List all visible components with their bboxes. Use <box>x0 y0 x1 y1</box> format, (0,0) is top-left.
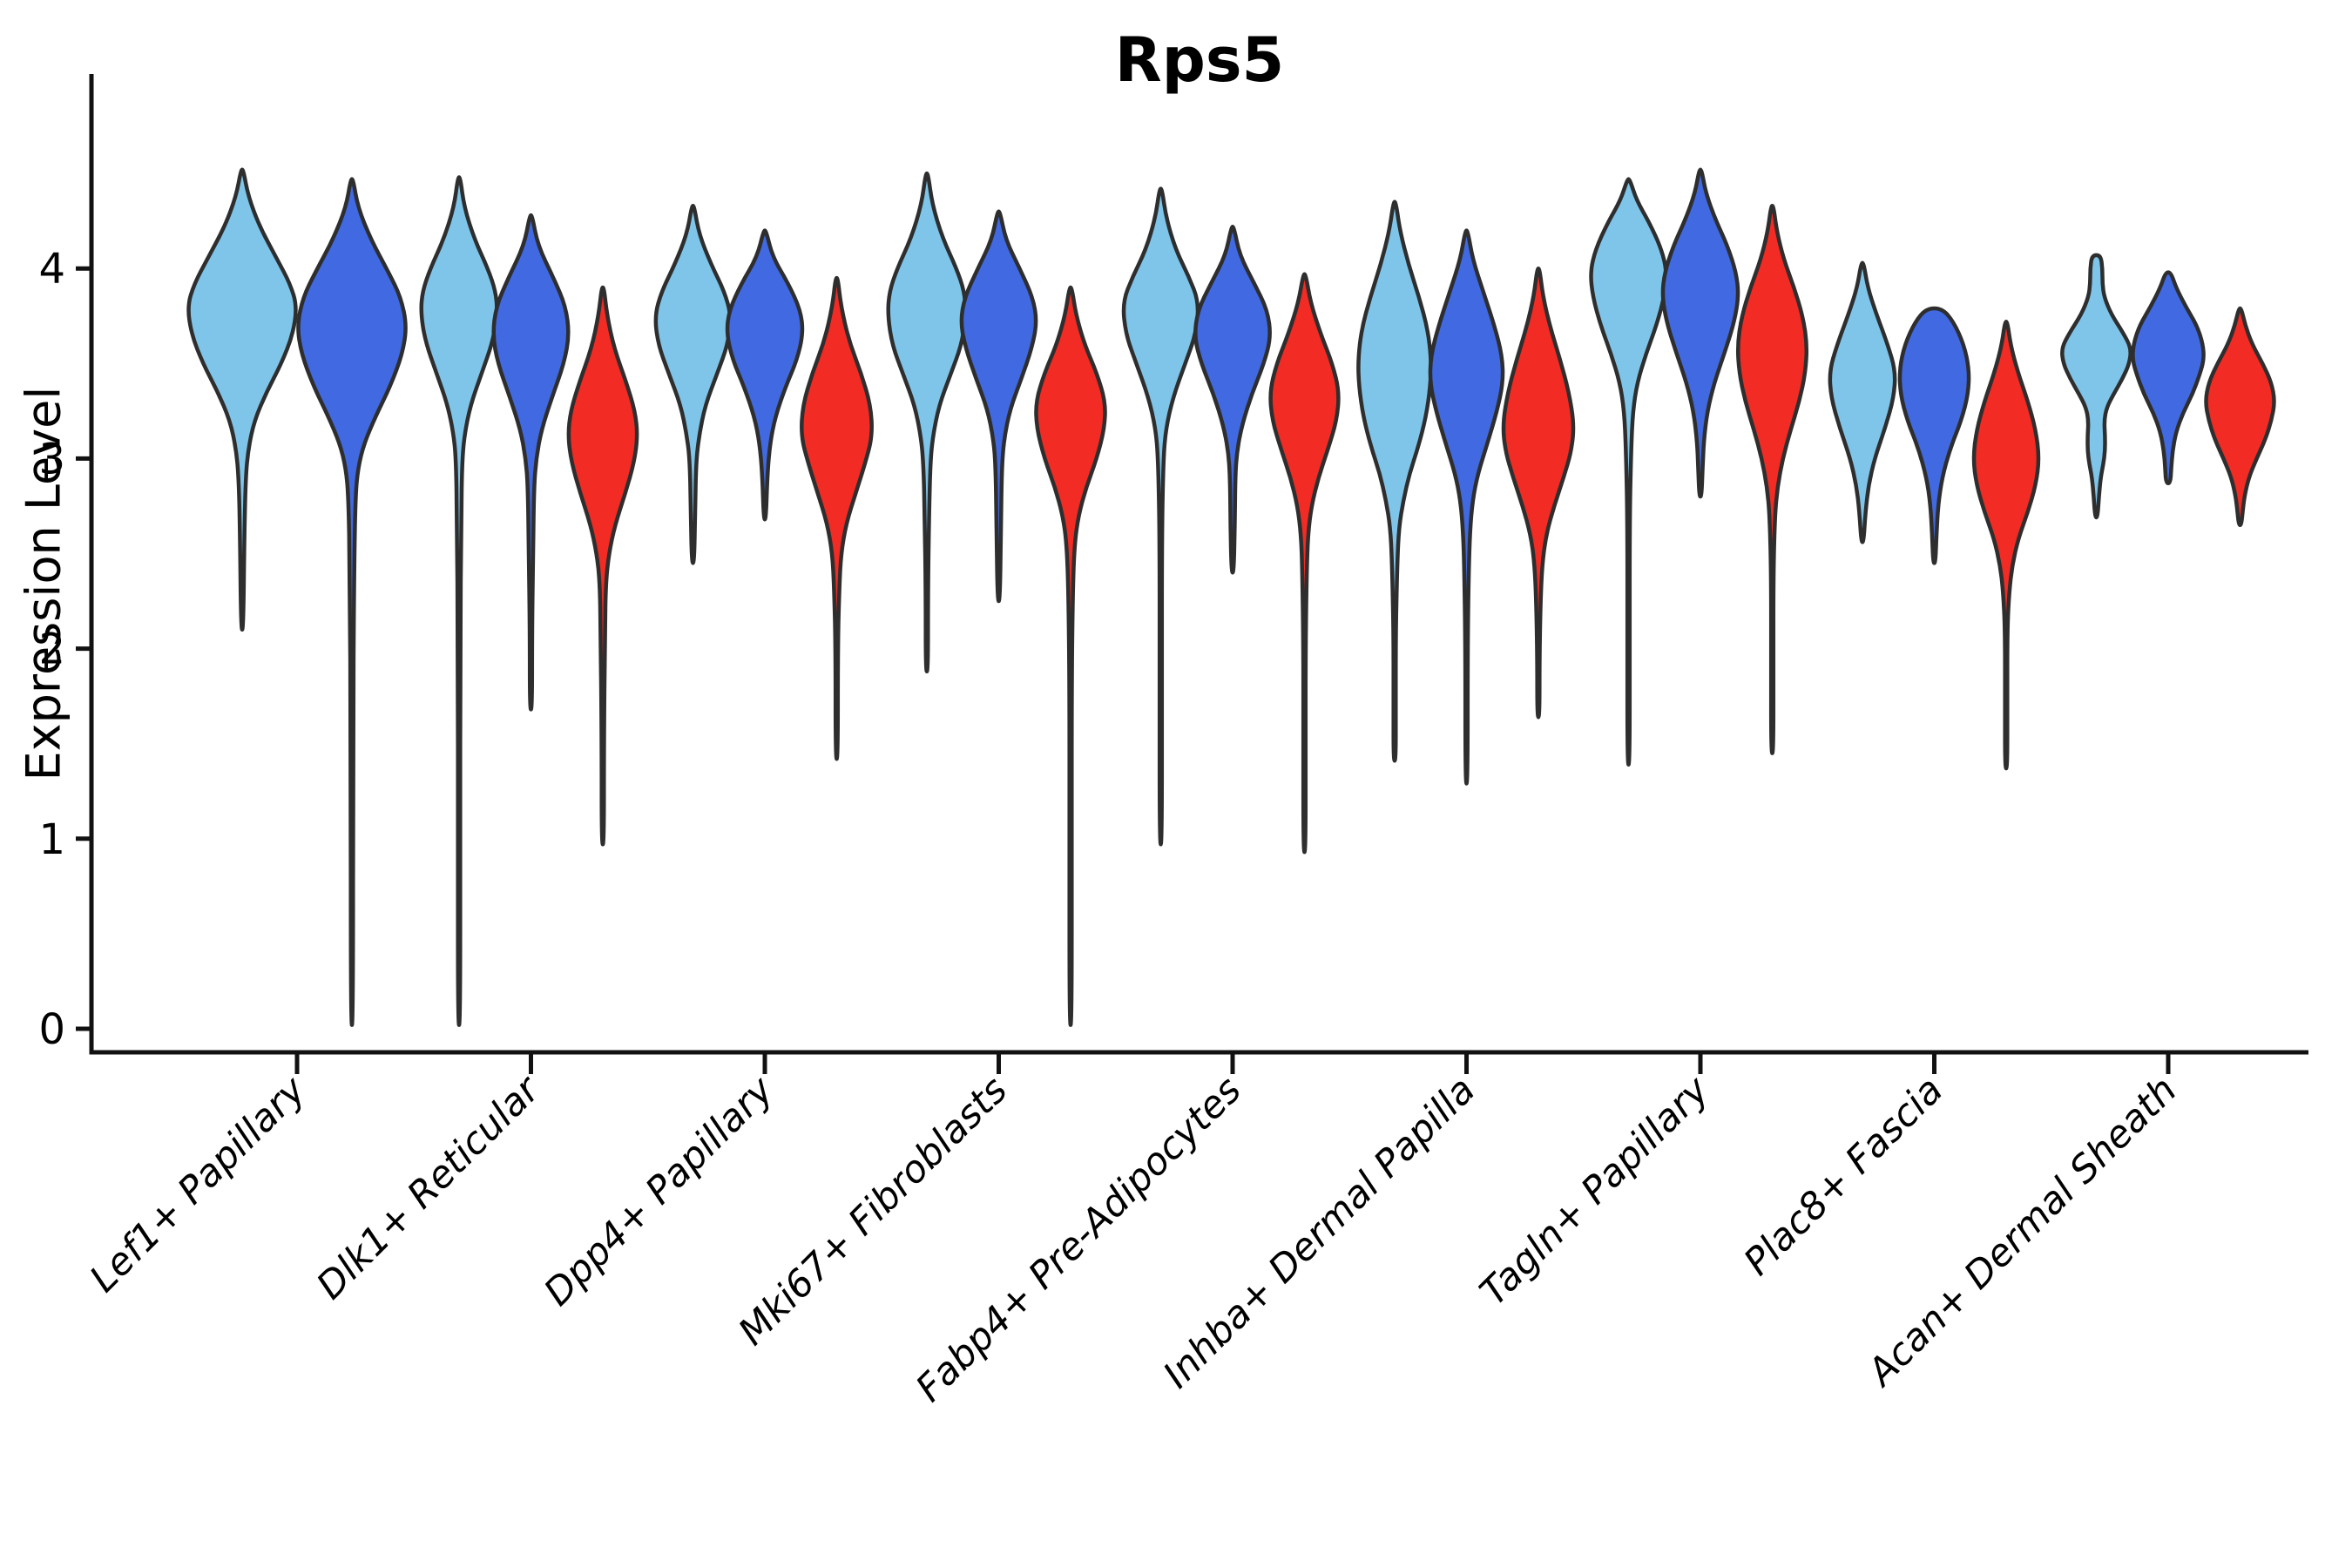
y-tick-label-0: 0 <box>38 1005 65 1054</box>
violin-acan-dermal-sheath-skyblue <box>2060 253 2132 520</box>
violin-dpp4-papillary-red <box>800 275 874 761</box>
violin-inhba-dermal-papilla-royalblue <box>1428 228 1505 786</box>
violin-acan-dermal-sheath-red <box>2204 306 2276 528</box>
x-tick-label-lef1-papillary: Lef1+ Papillary <box>82 1068 314 1301</box>
x-tick-label-mki67-fibroblasts: Mki67+ Fibroblasts <box>730 1068 1016 1354</box>
violin-tagln-papillary-royalblue <box>1660 167 1740 499</box>
x-tick-label-plac8-fascia: Plac8+ Fascia <box>1736 1068 1952 1284</box>
violin-plac8-fascia-royalblue <box>1897 306 1971 565</box>
violin-plac8-fascia-red <box>1971 320 2041 771</box>
y-tick-label-4: 4 <box>38 245 65 294</box>
x-tick-label-dlk1-reticular: Dlk1+ Reticular <box>308 1067 550 1308</box>
violin-dpp4-papillary-skyblue <box>653 203 733 565</box>
violin-lef1-papillary-skyblue <box>186 167 298 632</box>
violin-mki67-fibroblasts-red <box>1034 285 1107 1027</box>
violin-tagln-papillary-skyblue <box>1589 177 1668 767</box>
violin-acan-dermal-sheath-royalblue <box>2131 270 2206 486</box>
y-tick-label-3: 3 <box>38 435 65 483</box>
chart-title: Rps5 <box>1114 24 1285 96</box>
violin-dlk1-reticular-red <box>566 285 639 847</box>
violin-dlk1-reticular-royalblue <box>491 213 571 712</box>
y-tick-label-1: 1 <box>38 815 65 864</box>
violin-mki67-fibroblasts-skyblue <box>886 171 968 674</box>
violin-inhba-dermal-papilla-skyblue <box>1356 199 1433 763</box>
violin-fabp4-pre-adipocytes-red <box>1268 272 1341 855</box>
x-tick-label-tagln-papillary: Tagln+ Papillary <box>1472 1068 1719 1315</box>
violin-plac8-fascia-skyblue <box>1828 260 1897 544</box>
violin-inhba-dermal-papilla-red <box>1501 266 1576 720</box>
violin-tagln-papillary-red <box>1735 203 1809 755</box>
violin-fabp4-pre-adipocytes-skyblue <box>1121 186 1200 847</box>
violin-lef1-papillary-royalblue <box>296 177 408 1027</box>
violin-dpp4-papillary-royalblue <box>725 228 805 522</box>
violin-mki67-fibroblasts-royalblue <box>959 209 1038 604</box>
y-tick-label-2: 2 <box>38 625 65 674</box>
violin-dlk1-reticular-skyblue <box>419 175 499 1027</box>
y-axis-label: Expression Level <box>16 386 71 781</box>
violin-fabp4-pre-adipocytes-royalblue <box>1193 224 1272 575</box>
x-tick-label-dpp4-papillary: Dpp4+ Papillary <box>536 1068 782 1315</box>
